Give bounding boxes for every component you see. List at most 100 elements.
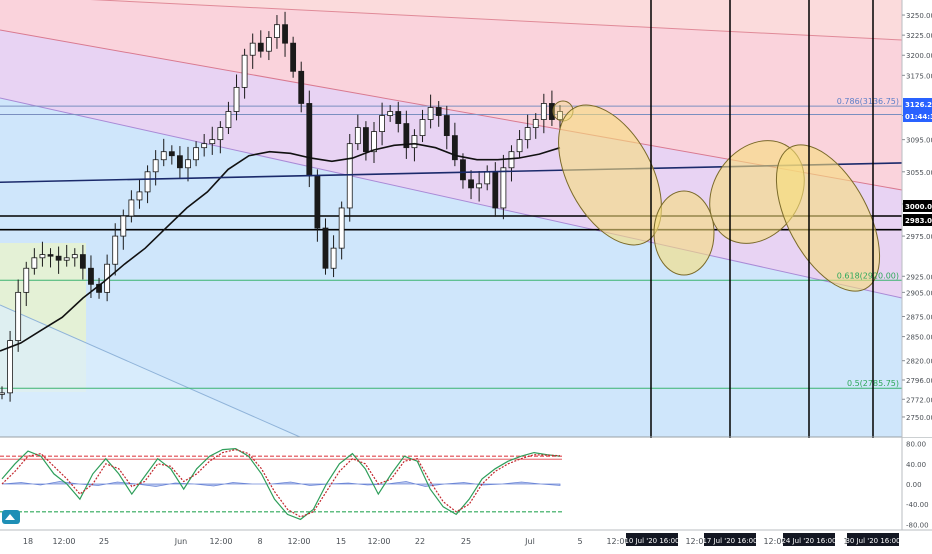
time-tick-label: Jul — [524, 537, 535, 546]
candle-body — [225, 111, 232, 128]
price-badge — [903, 200, 932, 212]
candle-body — [290, 42, 297, 72]
time-tick-label: 15 — [336, 537, 346, 546]
candle-body — [532, 119, 539, 128]
time-tick-label: 12:00 — [685, 537, 708, 546]
candle-body — [371, 131, 377, 153]
oscillator-tick-label: 0.00 — [906, 481, 922, 489]
oscillator-tick-label: -40.00 — [906, 501, 929, 509]
candle-body — [47, 254, 54, 257]
candle-body — [15, 291, 22, 341]
candle-body — [233, 86, 240, 112]
channel-line-diag — [0, 304, 301, 438]
candle-body — [363, 127, 369, 153]
ellipse-annotations — [552, 100, 881, 292]
candle-body — [168, 151, 175, 157]
candle-body — [185, 159, 191, 169]
candle-body — [23, 267, 30, 293]
moving-average-line — [0, 142, 561, 352]
candle-body — [330, 247, 337, 269]
time-axis[interactable]: 18 12:00 25 Jun 12:00 8 12:00 15 12:00 22 25 Jul 5 12… — [0, 529, 932, 550]
cycle-label-bg — [847, 533, 899, 546]
candle-body — [55, 255, 62, 261]
candle-body — [136, 191, 143, 201]
cycle-date-labels: 10 Jul '20 16:00 17 Jul '20 16:00 24 Jul '… — [624, 533, 901, 546]
price-tick-label: 3055.00 — [906, 169, 932, 177]
candle-body — [88, 267, 94, 285]
candle-body — [282, 24, 288, 44]
time-tick-label: 12:00 — [763, 537, 786, 546]
oscillator-tick-label: 40.00 — [906, 461, 926, 469]
signal-histogram — [1, 481, 561, 487]
price-tick-label: 2796.00 — [906, 377, 932, 385]
channel-line-top — [90, 0, 903, 41]
d-line — [1, 448, 561, 518]
candle-body — [314, 175, 321, 229]
candle-body — [451, 135, 458, 161]
cycle-label: 10 Jul '20 16:00 — [624, 537, 679, 545]
price-tick-label: 2905.00 — [906, 289, 932, 297]
oscillator-axis[interactable]: 80.00 40.00 0.00 -40.00 -80.00 — [903, 438, 932, 530]
price-tick-label: 2875.00 — [906, 313, 932, 321]
cycle-label: 24 Jul '20 16:00 — [781, 537, 836, 545]
price-badges: 3126.25 01:44:39 3000.00 2983.00 — [903, 98, 932, 226]
price-badge-label: 01:44:39 — [905, 113, 932, 121]
candle-body — [460, 159, 466, 181]
candle-body — [298, 70, 305, 104]
horizontal-levels — [0, 105, 902, 389]
time-tick-label: 18 — [23, 537, 33, 546]
price-badge-label: 3126.25 — [905, 101, 932, 109]
candle-body — [338, 207, 345, 249]
price-tick-label: 3175.00 — [906, 72, 932, 80]
fib-label: 0.618(2920.00) — [837, 271, 899, 280]
candle-body — [201, 143, 208, 149]
candle-body — [549, 103, 555, 120]
candle-body — [500, 167, 507, 209]
candle-body — [540, 103, 547, 120]
candle-body — [112, 235, 119, 265]
candle-body — [63, 257, 70, 261]
ellipse-cycle-1 — [558, 104, 662, 246]
cycle-label-bg — [626, 533, 678, 546]
candle-body — [144, 171, 151, 193]
channel-band-pink — [0, 0, 902, 190]
price-badge-label: 3000.00 — [905, 203, 932, 211]
candle-body — [209, 139, 216, 145]
candle-body — [7, 340, 13, 394]
candle-body — [128, 199, 135, 217]
time-tick-label: 12:00 — [367, 537, 390, 546]
price-badge — [903, 214, 932, 226]
candle-body — [160, 151, 167, 161]
price-badge-label: 2983.00 — [905, 217, 932, 225]
candle-body — [468, 179, 474, 189]
candle-body — [524, 127, 531, 141]
candle-body — [193, 147, 199, 161]
candle-body — [257, 42, 264, 52]
candle-body — [120, 215, 127, 237]
price-tick-label: 3200.00 — [906, 52, 932, 60]
candle-body — [492, 171, 499, 209]
price-badge — [903, 110, 932, 122]
price-tick-label: 2975.00 — [906, 233, 932, 241]
candle-body — [443, 115, 450, 137]
price-tick-label: 3095.00 — [906, 137, 932, 145]
candle-body — [322, 227, 329, 269]
time-tick-label: 25 — [99, 537, 109, 546]
price-tick-label: 2820.00 — [906, 358, 932, 366]
oscillator-pane — [0, 438, 902, 530]
candle-body — [411, 135, 418, 149]
candle-body — [427, 107, 434, 120]
candle-body — [346, 143, 353, 209]
price-tick-label: 3250.00 — [906, 12, 932, 20]
time-tick-label: 12:00 — [52, 537, 75, 546]
candle-body — [177, 155, 183, 169]
cycle-label: 30 Jul '20 16:00 — [845, 537, 900, 545]
oscillator-tick-label: -80.00 — [906, 521, 929, 529]
candle-body — [476, 183, 483, 189]
candle-body — [152, 159, 159, 173]
price-candles — [0, 11, 563, 402]
time-tick-label: 25 — [461, 537, 471, 546]
price-tick-label: 2850.00 — [906, 334, 932, 342]
